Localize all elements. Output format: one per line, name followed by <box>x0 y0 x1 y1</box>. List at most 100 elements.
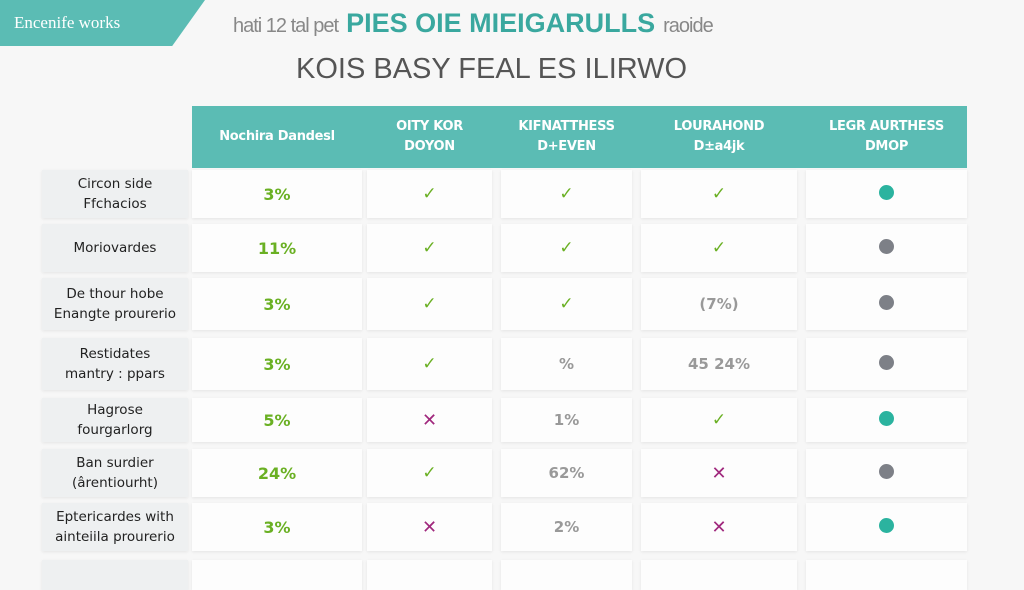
column-header-label: LOURAHOND <box>673 119 765 134</box>
header-line: hati 12 tal pet PIES OIE MIEIGARULLS rao… <box>233 8 773 39</box>
check-icon: ✓ <box>711 238 727 258</box>
percent-cell: 11% <box>192 224 362 272</box>
row-label: Ban surdier (ârentiourht) <box>42 449 188 497</box>
row-label: De thour hobe Enangte prourerio <box>42 278 188 330</box>
percent-cell: 5% <box>192 398 362 442</box>
row-label-text: Eptericardes with <box>56 509 174 525</box>
column-header-label: D±a4jk <box>693 139 745 154</box>
header-pre: hati 12 tal pet <box>233 15 339 37</box>
column-header-label: LEGR AURTHESS <box>829 119 944 134</box>
row-label-text: mantry : ppars <box>65 366 165 382</box>
row-label: Circon side Ffchacios <box>42 170 188 218</box>
status-dot-icon <box>879 238 894 254</box>
table-cell <box>806 338 967 390</box>
table-cell <box>806 449 967 497</box>
row-label-text: Ffchacios <box>83 196 147 212</box>
table-cell <box>641 560 797 590</box>
check-icon: ✓ <box>422 184 437 204</box>
cell-value: % <box>558 355 575 373</box>
row-label-text: Restidates <box>79 346 151 362</box>
table-cell: ✓ <box>367 449 492 497</box>
column-header-label: DMOP <box>864 139 909 154</box>
check-icon: ✓ <box>711 184 727 204</box>
table-cell: ✕ <box>641 449 797 497</box>
status-dot-icon <box>879 294 894 310</box>
table-cell: ✓ <box>367 278 492 330</box>
table-cell <box>367 560 492 590</box>
column-header[interactable]: KIFNATTHESS D+EVEN <box>501 106 632 168</box>
table-cell <box>806 278 967 330</box>
table-cell: ✓ <box>367 170 492 218</box>
header-post: raoide <box>663 15 714 37</box>
table-cell: 45 24% <box>641 338 797 390</box>
row-label-text: fourgarlorg <box>77 422 153 438</box>
table-cell: ✓ <box>367 338 492 390</box>
table-cell: ✕ <box>641 503 797 551</box>
percent-cell: 3% <box>192 338 362 390</box>
column-header-label: Nochira Dandesl <box>219 129 335 144</box>
row-label-text: Hagrose <box>87 402 143 418</box>
table-cell <box>806 170 967 218</box>
row-label <box>42 560 188 590</box>
status-dot-icon <box>879 463 894 479</box>
status-dot-icon <box>879 184 894 200</box>
table-cell: 2% <box>501 503 632 551</box>
table-cell: 1% <box>501 398 632 442</box>
column-header-label: DOYON <box>404 139 455 154</box>
status-dot-icon <box>879 410 894 426</box>
row-label-text: (ârentiourht) <box>72 475 158 491</box>
cell-value: (7%) <box>699 295 739 313</box>
check-icon: ✓ <box>422 354 437 374</box>
page-title: PIES OIE MIEIGARULLS <box>346 8 656 38</box>
check-icon: ✓ <box>559 184 574 204</box>
page-subtitle: KOIS BASY FEAL ES ILIRWO <box>296 53 688 85</box>
cell-value: 62% <box>548 464 585 482</box>
row-label-text: ainteiila prourerio <box>55 529 175 545</box>
table-cell: ✕ <box>367 503 492 551</box>
percent-cell: 3% <box>192 170 362 218</box>
check-icon: ✓ <box>559 238 574 258</box>
check-icon: ✓ <box>422 238 437 258</box>
row-label: Eptericardes with ainteiila prourerio <box>42 503 188 551</box>
column-header[interactable]: LOURAHOND D±a4jk <box>641 106 797 168</box>
table-cell <box>192 560 362 590</box>
check-icon: ✓ <box>422 294 437 314</box>
cell-value: 1% <box>553 411 580 429</box>
table-cell: ✓ <box>641 170 797 218</box>
cross-icon: ✕ <box>711 462 727 484</box>
table-cell <box>806 560 967 590</box>
table-cell <box>806 224 967 272</box>
cross-icon: ✕ <box>421 516 438 538</box>
table-cell: ✓ <box>641 224 797 272</box>
row-label: Hagrose fourgarlorg <box>42 398 188 442</box>
table-cell: ✓ <box>501 170 632 218</box>
cross-icon: ✕ <box>421 409 438 431</box>
percent-cell: 3% <box>192 503 362 551</box>
column-header-label: KIFNATTHESS <box>518 119 615 134</box>
column-header[interactable]: LEGR AURTHESS DMOP <box>806 106 967 168</box>
table-cell: ✓ <box>641 398 797 442</box>
column-header[interactable]: OITY KOR DOYON <box>367 106 492 168</box>
column-header[interactable]: Nochira Dandesl <box>192 106 362 168</box>
row-label-text: Circon side <box>77 176 153 192</box>
table-cell: 62% <box>501 449 632 497</box>
cell-value: 2% <box>553 518 580 536</box>
table-cell <box>806 503 967 551</box>
cross-icon: ✕ <box>711 516 727 538</box>
column-header-label: D+EVEN <box>537 139 596 154</box>
table-cell: ✓ <box>367 224 492 272</box>
table-header: Nochira Dandesl OITY KOR DOYON KIFNATTHESS D… <box>192 106 967 168</box>
status-dot-icon <box>879 517 894 533</box>
table-cell: ✓ <box>501 224 632 272</box>
brand-tab[interactable]: Encenife works <box>0 0 205 46</box>
row-label-text: Moriovardes <box>73 240 157 256</box>
table-cell <box>501 560 632 590</box>
table-cell: % <box>501 338 632 390</box>
table-cell <box>806 398 967 442</box>
status-dot-icon <box>879 354 894 370</box>
cell-value: 45 24% <box>688 355 750 373</box>
row-label-text: Enangte prourerio <box>53 306 177 322</box>
table-cell: (7%) <box>641 278 797 330</box>
percent-cell: 24% <box>192 449 362 497</box>
row-label-text: Ban surdier <box>76 455 154 471</box>
